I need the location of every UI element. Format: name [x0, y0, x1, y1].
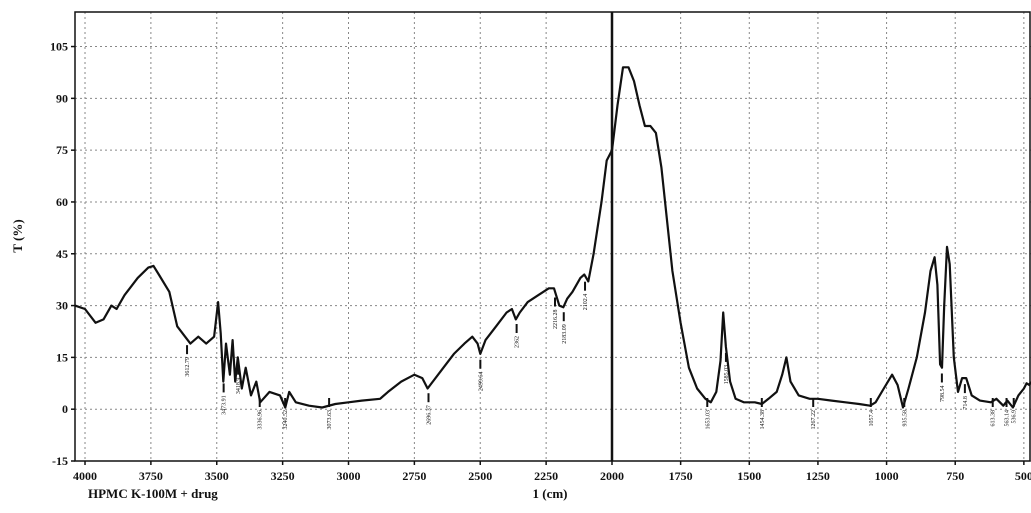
x-tick-label: 3250	[271, 469, 295, 483]
y-tick-label: 30	[56, 299, 68, 313]
y-tick-label: 15	[56, 350, 68, 364]
peak-label: 2102.4	[583, 294, 589, 311]
x-tick-label: 1000	[875, 469, 899, 483]
x-tick-label: 3500	[205, 469, 229, 483]
peak-label: 3240.52	[283, 410, 289, 430]
y-tick-label: 0	[62, 402, 68, 416]
peak-label: 3418.9	[236, 378, 242, 395]
y-tick-label: 105	[50, 40, 68, 54]
x-tick-label: 1500	[737, 469, 761, 483]
peak-label: 1585.03	[724, 365, 730, 385]
x-tick-label: 2000	[600, 469, 624, 483]
x-tick-label: 2500	[468, 469, 492, 483]
peak-label: 536.9	[1012, 410, 1018, 424]
peak-label: 3073.63	[327, 410, 333, 430]
x-axis-label: 1 (cm)	[532, 486, 567, 501]
plot-frame	[74, 11, 1031, 462]
peak-label: 935.58	[902, 410, 908, 427]
peak-label: 714.8	[963, 396, 969, 410]
spectrum-line	[74, 149, 613, 409]
peak-label: 2696.37	[427, 405, 433, 425]
peak-label: 798.54	[940, 385, 946, 402]
x-tick-label: 750	[946, 469, 964, 483]
peak-label: 1653.03	[705, 410, 711, 430]
y-tick-label: 60	[56, 195, 68, 209]
y-axis-label: T (%)	[10, 219, 25, 252]
x-tick-label: 3750	[139, 469, 163, 483]
peak-label: 1267.22	[811, 410, 817, 430]
peak-label: 3336.96	[258, 410, 264, 430]
x-tick-label: 1250	[806, 469, 830, 483]
peak-label: 2362	[515, 336, 521, 348]
x-tick-label: 2250	[534, 469, 558, 483]
x-tick-label: 500	[1015, 469, 1031, 483]
y-tick-label: 90	[56, 91, 68, 105]
peak-label: 2216.28	[553, 310, 559, 330]
y-tick-label: 45	[56, 247, 68, 261]
x-tick-label: 1750	[669, 469, 693, 483]
sample-annotation: HPMC K-100M + drug	[88, 486, 218, 501]
y-tick-label: 75	[56, 143, 68, 157]
spectrum-line	[610, 66, 1031, 409]
peak-label: 3473.91	[222, 395, 228, 415]
x-tick-label: 4000	[73, 469, 97, 483]
peak-label: 1057.4	[869, 410, 875, 427]
peak-label: 2183.09	[562, 324, 568, 344]
peak-label: 1454.38	[760, 410, 766, 430]
peak-label: 2499.64	[478, 372, 484, 392]
y-tick-label: -15	[52, 454, 68, 468]
peak-label: 563.14	[1005, 410, 1011, 427]
peak-label: 613.38	[991, 410, 997, 427]
x-tick-label: 2750	[402, 469, 426, 483]
peak-label: 3612.79	[185, 357, 191, 377]
x-tick-label: 3000	[337, 469, 361, 483]
